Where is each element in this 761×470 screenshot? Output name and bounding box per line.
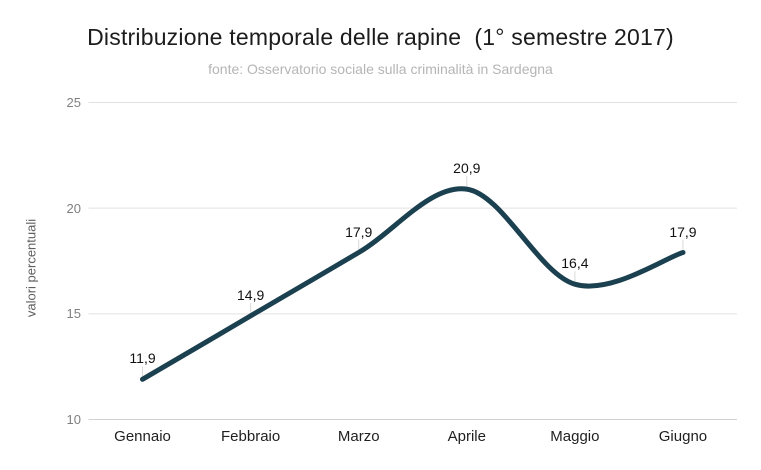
chart-subtitle: fonte: Osservatorio sociale sulla crimin… [208,61,553,77]
value-label-Giugno: 17,9 [669,223,697,240]
y-tick-label-10: 10 [66,412,81,427]
x-axis-label-Febbraio: Febbraio [221,428,281,445]
value-label-Maggio: 16,4 [561,255,589,272]
y-tick-label-25: 25 [66,95,81,110]
chart-title: Distribuzione temporale delle rapine (1°… [87,24,674,50]
x-axis-label-Giugno: Giugno [658,428,708,445]
data-series-line [140,186,686,382]
y-tick-label-20: 20 [66,200,81,216]
value-label-Marzo: 17,9 [345,223,373,240]
value-label-Aprile: 20,9 [453,160,481,177]
y-tick-label-15: 15 [66,306,81,322]
x-axis-label-Maggio: Maggio [550,428,600,445]
x-axis-label-Marzo: Marzo [337,428,380,445]
x-axis-label-Gennaio: Gennaio [114,428,171,445]
value-label-Febbraio: 14,9 [237,286,265,303]
value-label-Gennaio: 11,9 [129,350,156,367]
x-axis-label-Aprile: Aprile [447,428,486,445]
